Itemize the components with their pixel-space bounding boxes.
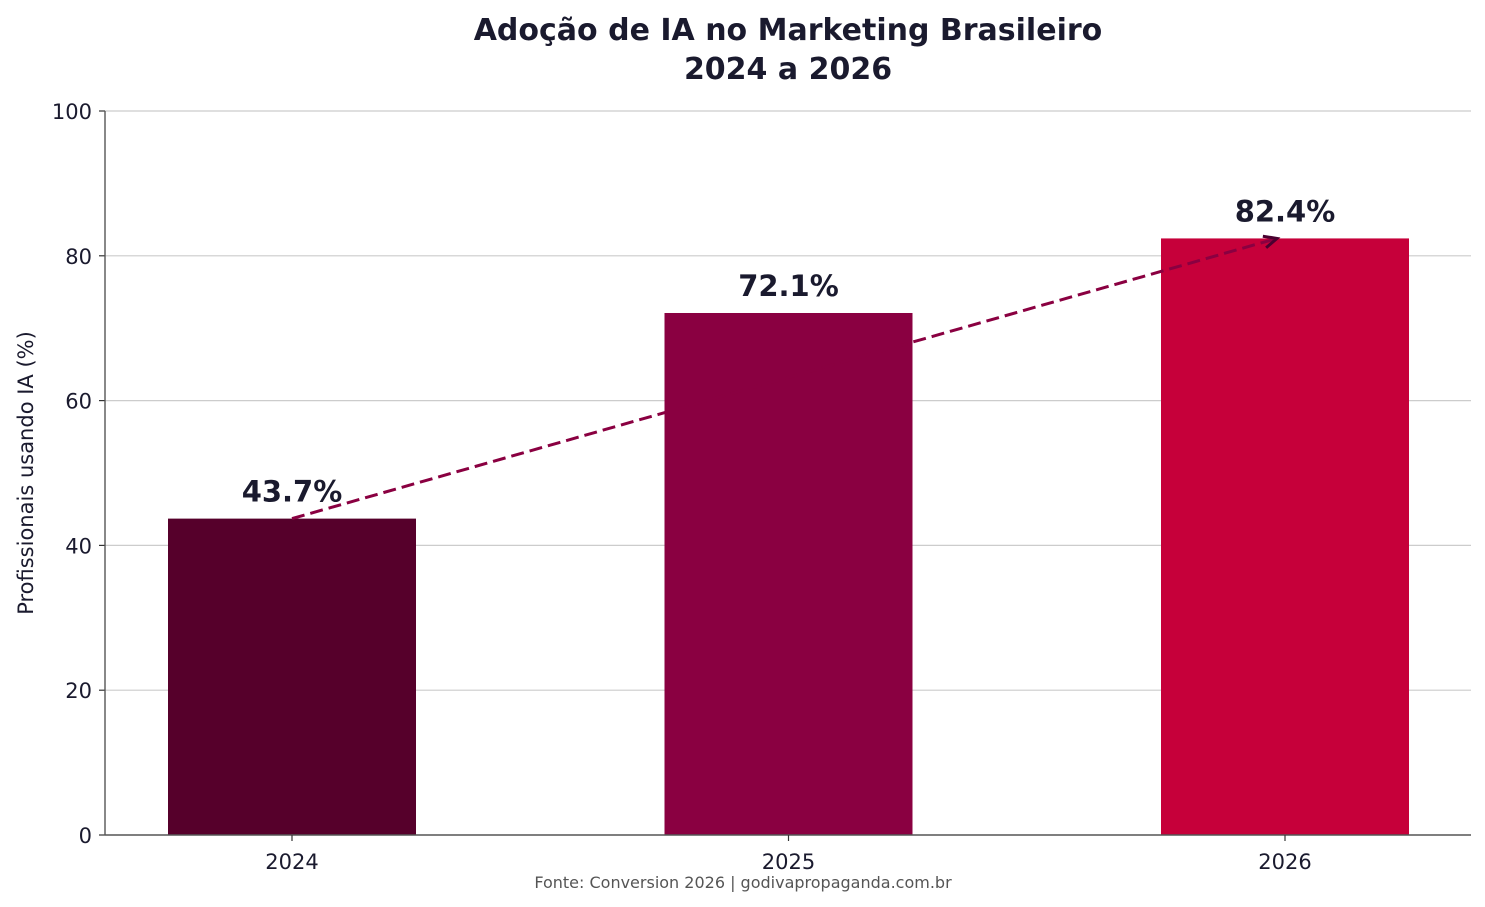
y-tick-label: 40: [65, 534, 92, 558]
bar-2025: [664, 312, 913, 836]
bars: [168, 238, 1409, 836]
x-tick-label-2026: 2026: [1258, 850, 1311, 874]
value-label-2026: 82.4%: [1235, 194, 1336, 228]
bar-2024: [168, 518, 416, 835]
x-tick-label-2025: 2025: [762, 850, 815, 874]
chart-title: Adoção de IA no Marketing Brasileiro 202…: [474, 13, 1103, 87]
x-tick-label-2024: 2024: [265, 850, 318, 874]
bar-2026: [1161, 238, 1409, 835]
trend-arrow-head: [1262, 234, 1281, 249]
y-axis: 0 20 40 60 80 100: [52, 100, 106, 848]
y-axis-label: Profissionais usando IA (%): [14, 331, 38, 615]
y-tick-label: 0: [79, 824, 92, 848]
y-tick-label: 20: [65, 679, 92, 703]
trend-arrow: [291, 234, 1281, 521]
chart-title-line-1: Adoção de IA no Marketing Brasileiro: [474, 13, 1103, 48]
value-label-2025: 72.1%: [738, 269, 839, 303]
chart-title-line-2: 2024 a 2026: [684, 52, 892, 87]
value-label-2024: 43.7%: [242, 475, 343, 509]
source-note: Fonte: Conversion 2026 | godivapropagand…: [534, 873, 952, 892]
y-tick-label: 60: [65, 390, 92, 414]
x-axis: 2024 2025 2026: [105, 834, 1471, 874]
value-labels: 43.7% 72.1% 82.4%: [242, 194, 1336, 508]
y-tick-label: 100: [52, 100, 92, 124]
y-tick-label: 80: [65, 245, 92, 269]
